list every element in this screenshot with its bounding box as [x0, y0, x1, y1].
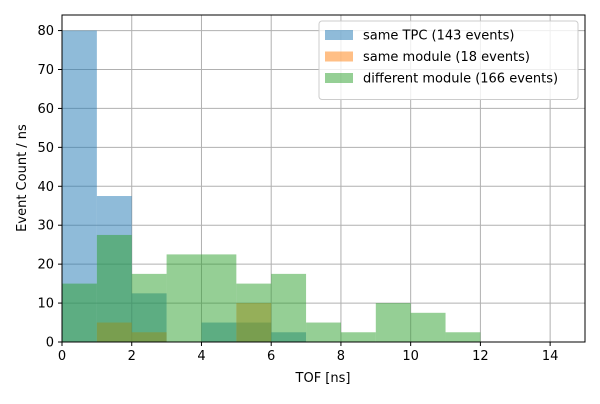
legend-label: same module (18 events): [363, 50, 530, 65]
y-tick-label: 50: [37, 141, 54, 156]
x-tick-label: 10: [402, 349, 419, 364]
legend-swatch: [325, 73, 353, 83]
y-tick-label: 10: [37, 297, 54, 312]
legend-label: different module (166 events): [363, 72, 558, 87]
histogram-bar-series-3: [131, 273, 167, 342]
y-tick-label: 30: [37, 219, 54, 234]
histogram-bar-series-3: [62, 283, 97, 342]
histogram-bar-series-3: [375, 303, 411, 342]
y-axis-label: Event Count / ns: [15, 124, 30, 232]
y-tick-label: 60: [37, 102, 54, 117]
x-tick-label: 14: [542, 349, 559, 364]
y-tick-label: 40: [37, 180, 54, 195]
y-tick-label: 20: [37, 258, 54, 273]
x-tick-label: 12: [472, 349, 489, 364]
histogram-bar-series-3: [340, 332, 376, 342]
histogram-bar-series-3: [271, 273, 307, 342]
legend-box: [318, 20, 579, 100]
histogram-bar-series-3: [166, 254, 202, 342]
legend-swatch: [325, 30, 353, 40]
histogram-bars: [62, 30, 481, 342]
legend-label: same TPC (143 events): [363, 29, 514, 44]
y-tick-label: 70: [37, 63, 54, 78]
histogram-bar-series-3: [445, 332, 481, 342]
histogram-bar-series-3: [236, 283, 272, 342]
y-tick-label: 0: [46, 336, 54, 351]
x-tick-label: 2: [128, 349, 136, 364]
legend-swatch: [325, 51, 353, 62]
histogram-bar-series-3: [201, 254, 237, 342]
histogram-bar-series-3: [96, 234, 132, 342]
x-axis-label: TOF [ns]: [295, 371, 351, 386]
x-tick-label: 6: [267, 349, 275, 364]
tick-labels: 0 2 4 6 8 10 12 14 0 10 20 30 40 50 60 70 80: [37, 24, 558, 364]
plot-frame: [61, 14, 586, 343]
axes: [58, 14, 586, 346]
x-tick-label: 0: [58, 349, 66, 364]
x-tick-label: 8: [337, 349, 345, 364]
histogram-bar-series-3: [410, 312, 446, 342]
legend: same TPC (143 events) same module (18 eve…: [318, 20, 579, 100]
x-tick-label: 4: [197, 349, 205, 364]
histogram-bar-series-3: [306, 322, 341, 342]
y-tick-label: 80: [37, 24, 54, 39]
